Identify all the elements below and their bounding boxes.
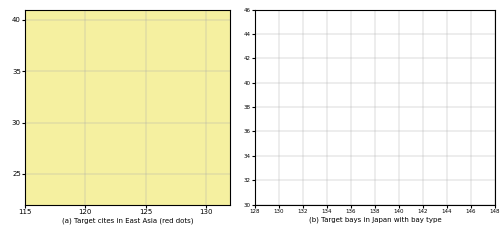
X-axis label: (a) Target cites in East Asia (red dots): (a) Target cites in East Asia (red dots) (62, 218, 193, 224)
Polygon shape (25, 10, 230, 205)
X-axis label: (b) Target bays in Japan with bay type: (b) Target bays in Japan with bay type (308, 217, 442, 223)
